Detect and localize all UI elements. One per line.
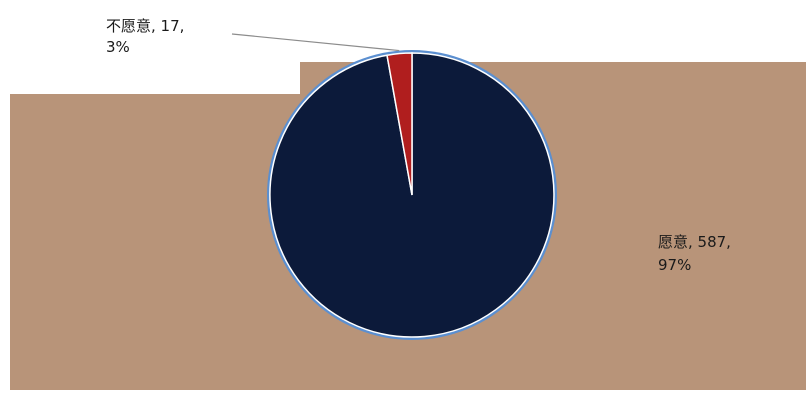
leader-line-buyuanyi: [231, 33, 400, 52]
label-yuanyi-line1: 愿意, 587,: [658, 233, 731, 251]
label-buyuanyi-line2: 3%: [106, 38, 130, 56]
label-yuanyi-line2: 97%: [658, 256, 691, 274]
pie-slice-buyuanyi: [386, 52, 413, 196]
label-buyuanyi-line1: 不愿意, 17,: [106, 17, 184, 35]
